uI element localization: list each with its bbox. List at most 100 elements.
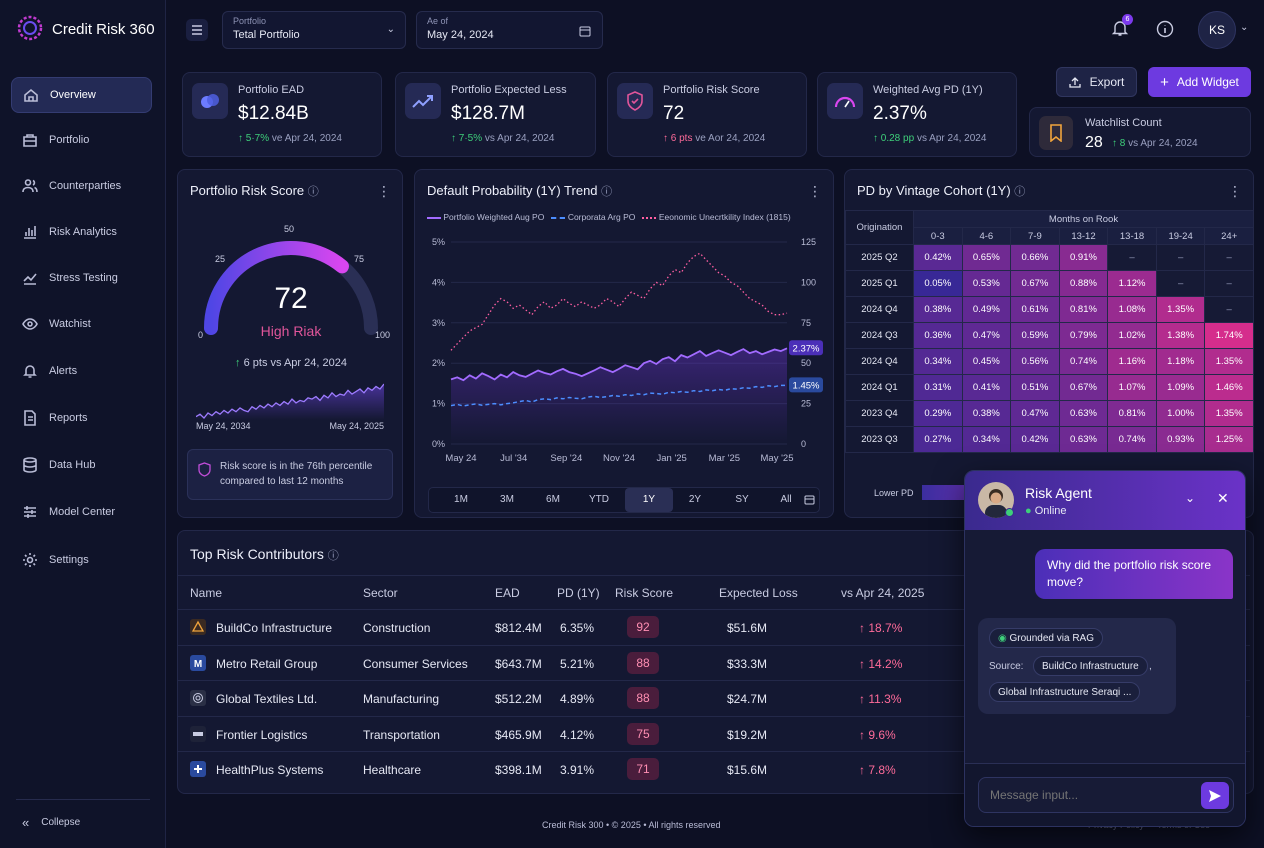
col-pd[interactable]: PD (1Y) (557, 586, 600, 600)
company-name[interactable]: BuildCo Infrastructure (216, 621, 333, 635)
heatmap-cell[interactable]: 1.35% (1155, 296, 1206, 323)
menu-button[interactable] (186, 19, 208, 41)
kpi-card-portfolio-expected-less[interactable]: Portfolio Expected Less $128.7M ↑ 7·5% vs … (395, 72, 596, 157)
table-row[interactable]: BuildCo Infrastructure Construction $812.4… (178, 609, 1250, 644)
heatmap-cell[interactable]: 1.35% (1204, 400, 1253, 427)
heatmap-cell[interactable]: 0.66% (1010, 244, 1060, 271)
heatmap-cell[interactable]: 0.91% (1058, 244, 1109, 271)
table-row[interactable]: Global Textiles Ltd. Manufacturing $512.2M… (178, 680, 1250, 715)
as-of-date-picker[interactable]: Ae of May 24, 2024 (416, 11, 603, 49)
range-sy[interactable]: SY (735, 494, 749, 505)
sidebar-item-portfolio[interactable]: Portfolio (11, 122, 152, 158)
sidebar-item-risk-analytics[interactable]: Risk Analytics (11, 214, 152, 250)
heatmap-cell[interactable]: 1.38% (1155, 322, 1206, 349)
heatmap-cell[interactable]: 0.81% (1107, 400, 1157, 427)
heatmap-cell[interactable]: 0.61% (1010, 296, 1060, 323)
more-options-icon[interactable]: ⋮ (377, 183, 391, 199)
heatmap-cell[interactable]: 0.34% (961, 426, 1012, 453)
heatmap-cell[interactable]: 1.46% (1204, 374, 1253, 401)
heatmap-cell[interactable]: 0.49% (961, 296, 1012, 323)
col-ead[interactable]: EAD (495, 586, 520, 600)
notifications-button[interactable]: 6 (1111, 14, 1133, 37)
message-input[interactable] (978, 777, 1234, 813)
range-1y[interactable]: 1Y (625, 488, 673, 512)
heatmap-cell[interactable]: – (1155, 270, 1206, 297)
help-button[interactable] (1156, 20, 1174, 38)
col-risk-score[interactable]: Risk Score (615, 586, 674, 600)
sidebar-item-settings[interactable]: Settings (11, 542, 152, 578)
col-expected-loss[interactable]: Expected Loss (719, 586, 798, 600)
sidebar-item-overview[interactable]: Overview (11, 77, 152, 113)
heatmap-cell[interactable]: 0.67% (1010, 270, 1060, 297)
sidebar-item-watchist[interactable]: Watchist (11, 306, 152, 342)
heatmap-cell[interactable]: 0.74% (1058, 348, 1109, 375)
source-chip[interactable]: BuildCo Infrastructure (1033, 656, 1148, 676)
heatmap-cell[interactable]: – (1107, 244, 1157, 271)
source-chip[interactable]: Global Infrastructure Seraqi ... (989, 682, 1141, 702)
company-name[interactable]: HealthPlus Systems (216, 763, 324, 777)
col-vs-date[interactable]: vs Apr 24, 2025 (841, 586, 925, 600)
heatmap-cell[interactable]: 0.74% (1107, 426, 1157, 453)
heatmap-cell[interactable]: 1.00% (1155, 400, 1206, 427)
heatmap-cell[interactable]: 0.63% (1058, 426, 1109, 453)
heatmap-cell[interactable]: 0.63% (1058, 400, 1109, 427)
send-button[interactable] (1201, 782, 1229, 809)
heatmap-cell[interactable]: 0.38% (913, 296, 963, 323)
kpi-card-weighted-avg-pd-1y-[interactable]: Weighted Avg PD (1Y) 2.37% ↑ 0.28 pp vs Ap… (817, 72, 1017, 157)
heatmap-cell[interactable]: 0.81% (1058, 296, 1109, 323)
heatmap-cell[interactable]: – (1204, 296, 1253, 323)
heatmap-cell[interactable]: – (1155, 244, 1206, 271)
heatmap-cell[interactable]: 0.53% (961, 270, 1012, 297)
heatmap-cell[interactable]: 0.65% (961, 244, 1012, 271)
heatmap-cell[interactable]: 0.45% (961, 348, 1012, 375)
table-row[interactable]: Frontier Logistics Transportation $465.9M 4… (178, 715, 1250, 751)
more-options-icon[interactable]: ⋮ (1228, 183, 1242, 199)
user-avatar[interactable]: KS (1198, 11, 1236, 49)
watchlist-count-card[interactable]: Watchlist Count 28 ↑ 8 vs Apr 24, 2024 (1029, 107, 1251, 157)
heatmap-cell[interactable]: 0.56% (1010, 348, 1060, 375)
heatmap-cell[interactable]: 0.88% (1058, 270, 1109, 297)
col-sector[interactable]: Sector (363, 586, 398, 600)
kpi-card-portfolio-risk-score[interactable]: Portfolio Risk Score 72 ↑ 6 pts ve Aor 24,… (607, 72, 807, 157)
heatmap-cell[interactable]: 0.42% (913, 244, 963, 271)
range-2y[interactable]: 2Y (688, 494, 702, 505)
heatmap-cell[interactable]: 0.47% (961, 322, 1012, 349)
heatmap-cell[interactable]: 0.38% (961, 400, 1012, 427)
sidebar-item-model-center[interactable]: Model Center (11, 494, 152, 530)
company-name[interactable]: Global Textiles Ltd. (216, 692, 318, 706)
col-name[interactable]: Name (190, 586, 223, 600)
sidebar-item-alerts[interactable]: Alerts (11, 353, 152, 389)
heatmap-cell[interactable]: 0.79% (1058, 322, 1109, 349)
heatmap-cell[interactable]: 1.25% (1204, 426, 1253, 453)
heatmap-cell[interactable]: 0.47% (1010, 400, 1060, 427)
range-ytd[interactable]: YTD (589, 494, 609, 505)
heatmap-cell[interactable]: 1.74% (1204, 322, 1253, 349)
sidebar-item-stress-testing[interactable]: Stress Testing (11, 260, 152, 296)
heatmap-cell[interactable]: 0.05% (913, 270, 963, 297)
heatmap-cell[interactable]: – (1204, 270, 1253, 297)
heatmap-cell[interactable]: 0.93% (1155, 426, 1206, 453)
company-name[interactable]: Frontier Logistics (216, 727, 308, 742)
add-widget-button[interactable]: + Add Widget (1148, 67, 1251, 97)
heatmap-cell[interactable]: 0.51% (1010, 374, 1060, 401)
heatmap-cell[interactable]: 0.27% (913, 426, 963, 453)
heatmap-cell[interactable]: 0.59% (1010, 322, 1060, 349)
heatmap-cell[interactable]: 0.67% (1058, 374, 1109, 401)
user-menu-chevron-icon[interactable]: ⌄ (1240, 22, 1249, 33)
table-row[interactable]: HealthPlus Systems Healthcare $398.1M 3.91%… (178, 751, 1250, 786)
sidebar-item-data-hub[interactable]: Data Hub (11, 447, 152, 483)
heatmap-cell[interactable]: 1.02% (1107, 322, 1157, 349)
range-1m[interactable]: 1M (454, 494, 468, 505)
range-3m[interactable]: 3M (500, 494, 514, 505)
heatmap-cell[interactable]: 1.09% (1155, 374, 1206, 401)
calendar-icon[interactable] (801, 488, 817, 512)
heatmap-cell[interactable]: 0.41% (961, 374, 1012, 401)
heatmap-cell[interactable]: 0.42% (1010, 426, 1060, 453)
portfolio-select[interactable]: Portfolio Tetal Portfolio ⌄ (222, 11, 406, 49)
minimize-icon[interactable]: ⌄ (1185, 491, 1196, 505)
heatmap-cell[interactable]: 0.34% (913, 348, 963, 375)
heatmap-cell[interactable]: 1.16% (1107, 348, 1157, 375)
range-all[interactable]: All (780, 494, 792, 505)
heatmap-cell[interactable]: 1.35% (1204, 348, 1253, 375)
company-name[interactable]: Metro Retail Group (216, 656, 318, 671)
